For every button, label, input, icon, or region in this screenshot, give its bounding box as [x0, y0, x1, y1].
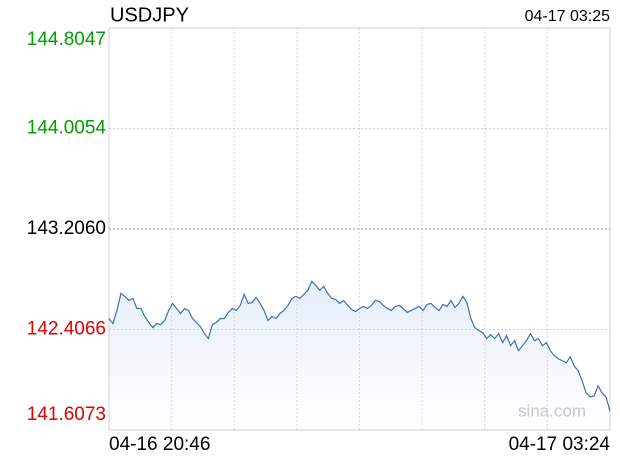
x-tick-label: 04-16 20:46: [109, 434, 210, 455]
chart-title: USDJPY: [110, 4, 189, 26]
y-tick-label: 143.2060: [27, 218, 106, 239]
timestamp: 04-17 03:25: [525, 8, 611, 25]
price-line: [108, 280, 611, 412]
y-tick-label: 144.0054: [27, 118, 107, 139]
y-tick-label: 141.6073: [27, 404, 106, 425]
y-tick-label: 144.8047: [27, 29, 106, 50]
watermark: sina.com: [518, 401, 586, 420]
y-tick-label: 142.4066: [27, 319, 106, 340]
x-tick-label: 04-17 03:24: [509, 434, 611, 455]
